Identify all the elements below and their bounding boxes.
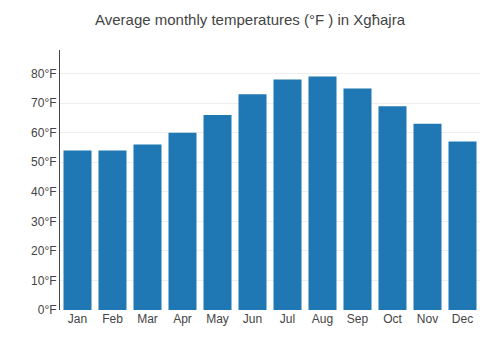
- svg-text:0°F: 0°F: [38, 303, 57, 317]
- svg-text:Dec: Dec: [452, 312, 473, 326]
- svg-text:Jun: Jun: [243, 312, 262, 326]
- svg-text:30°F: 30°F: [31, 215, 56, 229]
- svg-text:Apr: Apr: [173, 312, 192, 326]
- svg-text:10°F: 10°F: [31, 274, 56, 288]
- svg-text:Jul: Jul: [280, 312, 295, 326]
- svg-text:Jan: Jan: [68, 312, 87, 326]
- svg-text:Average monthly temperatures (: Average monthly temperatures (°F ) in Xg…: [95, 11, 406, 28]
- svg-text:Mar: Mar: [137, 312, 158, 326]
- svg-text:Feb: Feb: [102, 312, 123, 326]
- svg-text:60°F: 60°F: [31, 126, 56, 140]
- svg-text:80°F: 80°F: [31, 67, 56, 81]
- svg-text:Aug: Aug: [312, 312, 333, 326]
- svg-text:20°F: 20°F: [31, 244, 56, 258]
- svg-text:70°F: 70°F: [31, 96, 56, 110]
- svg-text:Oct: Oct: [383, 312, 402, 326]
- svg-text:May: May: [206, 312, 229, 326]
- svg-text:Nov: Nov: [417, 312, 438, 326]
- svg-text:Sep: Sep: [347, 312, 369, 326]
- svg-text:40°F: 40°F: [31, 185, 56, 199]
- svg-text:50°F: 50°F: [31, 155, 56, 169]
